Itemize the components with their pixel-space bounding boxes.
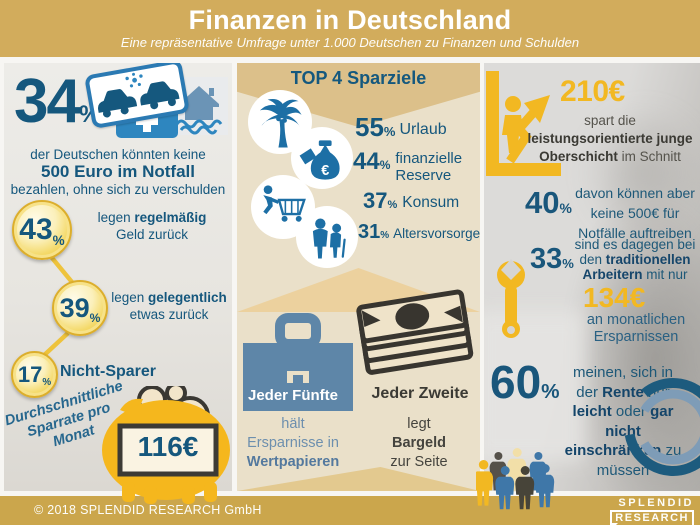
coin-43-percent: 43% <box>12 200 72 260</box>
coin-39-percent: 39% <box>52 280 108 336</box>
s1-line2: leistungsorientierte junge <box>527 131 693 146</box>
s2-line2: keine 500€ für <box>590 205 680 221</box>
car-crash-sign-icon <box>84 63 190 130</box>
s2-line3: Notfälle auftreiben <box>578 225 692 241</box>
svg-text:€: € <box>321 163 329 179</box>
second-line1: legt <box>407 416 431 432</box>
s3-line2: den traditionellen <box>579 252 691 267</box>
panel-demographics: 210€ spart die leistungsorientierte jung… <box>484 63 700 491</box>
s4-line3: leicht oder gar <box>572 403 674 420</box>
goal-altersvorsorge-value: 31% <box>358 221 390 243</box>
coin-43-value: 43 <box>19 213 53 246</box>
coin-17-value: 17 <box>17 361 43 387</box>
jeder-fuenfte-badge: Jeder Fünfte <box>245 383 341 408</box>
fifth-line3: Wertpapieren <box>246 454 340 470</box>
coin-39-value: 39 <box>59 292 90 323</box>
page-subtitle: Eine repräsentative Umfrage unter 1.000 … <box>120 35 580 50</box>
s4-line6: müssen <box>596 461 650 479</box>
goal-urlaub-label: Urlaub <box>399 121 447 138</box>
goal-reserve-label: finanzielle Reserve <box>395 150 463 184</box>
goal-altersvorsorge-label: Altersvorsorge <box>393 226 480 241</box>
coin-17-pct: % <box>42 377 52 389</box>
goal-konsum-value: 37% <box>363 188 398 213</box>
s3-line1: sind es dagegen bei <box>574 237 696 252</box>
page-title: Finanzen in Deutschland <box>188 5 512 35</box>
coin-17-percent: 17% <box>11 351 58 398</box>
s1-line1: spart die <box>584 113 636 128</box>
wertpapiere-description: hält Ersparnisse in Wertpapieren <box>237 415 349 472</box>
wrench-icon <box>490 259 532 344</box>
piggy-bank-icon <box>100 382 234 504</box>
s3b-line2: Ersparnissen <box>593 329 679 345</box>
bargeld-description: legt Bargeld zur Seite <box>355 415 480 472</box>
logo-line1: SPLENDID <box>618 497 694 509</box>
panel-savings-goals: TOP 4 Sparziele € <box>237 63 480 491</box>
s3-line3: Arbeitern mit nur <box>582 267 688 282</box>
stat-60-percent: 60% <box>490 356 560 408</box>
goal-reserve-value: 44% <box>353 148 391 175</box>
coin-43-pct: % <box>52 232 65 248</box>
goal-altersvorsorge: 31% Altersvorsorge <box>358 222 480 242</box>
coin-39-label: legen gelegentlich etwas zurück <box>106 289 232 323</box>
intro-line-3: bezahlen, ohne sich zu verschulden <box>10 182 226 197</box>
stat-134-euro: 134€ <box>583 282 646 313</box>
stat-210-euro: 210€ <box>560 75 625 108</box>
intro-line-2: 500 Euro im Notfall <box>41 162 195 181</box>
footer: © 2018 SPLENDID RESEARCH GmbH SPLENDID R… <box>0 496 700 525</box>
goal-finanzielle-reserve: 44% finanzielle Reserve <box>353 150 470 185</box>
stat-33-percent: 33% <box>530 243 574 275</box>
second-line2: Bargeld <box>392 435 446 451</box>
coin-17-label-line1: Nicht-Sparer <box>60 363 157 380</box>
splendid-research-logo: SPLENDID RESEARCH <box>610 497 694 525</box>
coin-43-label: legen regelmäßig Geld zurück <box>76 209 228 243</box>
goal-konsum-label: Konsum <box>402 194 460 211</box>
copyright-text: © 2018 SPLENDID RESEARCH GmbH <box>34 503 262 517</box>
stat-40-percent: 40% <box>525 185 572 220</box>
monthly-savings-caption: an monatlichen Ersparnissen <box>570 312 700 346</box>
piggy-amount-label: 116€ <box>137 431 199 462</box>
jeder-fuenfte-text: Jeder Fünfte <box>247 387 338 404</box>
savings-goals-title: TOP 4 Sparziele <box>290 68 427 88</box>
coin-17-label: Nicht-Sparer <box>60 363 210 380</box>
s3b-line1: an monatlichen <box>586 312 686 328</box>
header: Finanzen in Deutschland Eine repräsentat… <box>0 0 700 57</box>
s1-line3: Oberschicht im Schnitt <box>539 149 681 164</box>
coin-39-label-line1: legen gelegentlich <box>111 290 227 305</box>
panel-emergency-savings: 34% <box>4 63 232 491</box>
people-group-icon <box>473 446 576 525</box>
notfall-description: davon können aber keine 500€ für Notfäll… <box>572 183 698 243</box>
fifth-line1: hält <box>281 416 305 432</box>
goal-urlaub-value: 55% <box>355 112 396 142</box>
intro-line-1: der Deutschen könnten keine <box>30 147 206 162</box>
photo-background-wall <box>484 311 584 461</box>
coin-39-label-line2: etwas zurück <box>129 307 209 322</box>
s4-line1: meinen, sich in <box>572 364 674 381</box>
banknotes-icon <box>352 277 480 391</box>
arbeiter-description: sind es dagegen bei den traditionellen A… <box>570 237 700 282</box>
gauge-arcs-icon <box>602 361 700 491</box>
coin-39-pct: % <box>89 310 101 325</box>
s2-line1: davon können aber <box>575 185 695 201</box>
goal-konsum: 37% Konsum <box>363 190 459 212</box>
money-bag-icon: € <box>291 127 353 189</box>
elderly-couple-icon <box>296 206 358 268</box>
jeder-zweite-heading: Jeder Zweite <box>371 385 469 402</box>
fifth-line2: Ersparnisse in <box>247 435 339 451</box>
coin-43-label-line1: legen regelmäßig <box>97 210 207 225</box>
oberschicht-description: spart die leistungsorientierte junge Obe… <box>524 112 696 166</box>
stat-34-value: 34 <box>14 67 81 136</box>
coin-43-label-line2: Geld zurück <box>115 227 189 242</box>
goal-urlaub: 55% Urlaub <box>355 114 447 140</box>
growth-chart-icon <box>486 71 564 194</box>
second-line3: zur Seite <box>390 454 448 470</box>
stat-34-description: der Deutschen könnten keine 500 Euro im … <box>4 147 232 197</box>
logo-line2: RESEARCH <box>610 510 694 525</box>
